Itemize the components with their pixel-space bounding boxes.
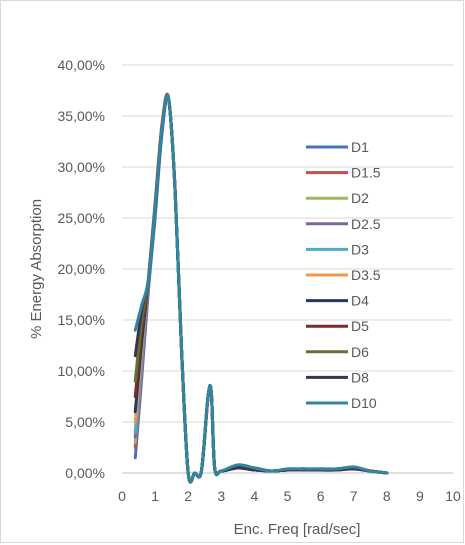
legend-label-d1-5: D1.5 [351,165,381,181]
legend-label-d2-5: D2.5 [351,216,381,232]
legend-label-d1: D1 [351,139,369,155]
y-tick-label: 0,00% [65,465,105,481]
legend-label-d3: D3 [351,241,369,257]
x-axis: 0 1 2 3 4 5 6 7 8 9 10 [118,472,461,504]
x-tick-label: 9 [416,488,424,504]
x-tick-label: 7 [350,488,358,504]
series-line-d10 [133,94,389,484]
x-tick-label: 0 [118,488,126,504]
legend-label-d6: D6 [351,344,369,360]
y-tick-label: 35,00% [58,108,105,124]
x-tick-label: 4 [251,488,259,504]
legend-label-d8: D8 [351,369,369,385]
x-tick-label: 8 [383,488,391,504]
y-axis: 0,00% 5,00% 10,00% 15,00% 20,00% 25,00% 30,00%… [58,57,105,481]
x-tick-label: 5 [284,488,292,504]
x-axis-title: Enc. Freq [rad/sec] [234,521,361,538]
y-tick-label: 30,00% [58,159,105,175]
y-tick-label: 10,00% [58,363,105,379]
y-tick-label: 40,00% [58,57,105,73]
legend: D1 D1.5 D2 D2.5 D3 D3.5 D4 D5 D6 D8 D10 [306,139,381,411]
legend-label-d4: D4 [351,293,369,309]
y-tick-label: 20,00% [58,261,105,277]
series-lines [133,92,389,484]
y-tick-label: 15,00% [58,312,105,328]
x-tick-label: 1 [151,488,159,504]
legend-label-d3-5: D3.5 [351,267,381,283]
x-tick-label: 10 [445,488,461,504]
legend-label-d10: D10 [351,395,377,411]
legend-label-d5: D5 [351,318,369,334]
y-tick-label: 25,00% [58,210,105,226]
legend-label-d2: D2 [351,190,369,206]
x-tick-label: 3 [217,488,225,504]
x-tick-label: 2 [184,488,192,504]
y-axis-title: % Energy Absorption [28,199,45,339]
y-tick-label: 5,00% [65,414,105,430]
x-tick-label: 6 [317,488,325,504]
